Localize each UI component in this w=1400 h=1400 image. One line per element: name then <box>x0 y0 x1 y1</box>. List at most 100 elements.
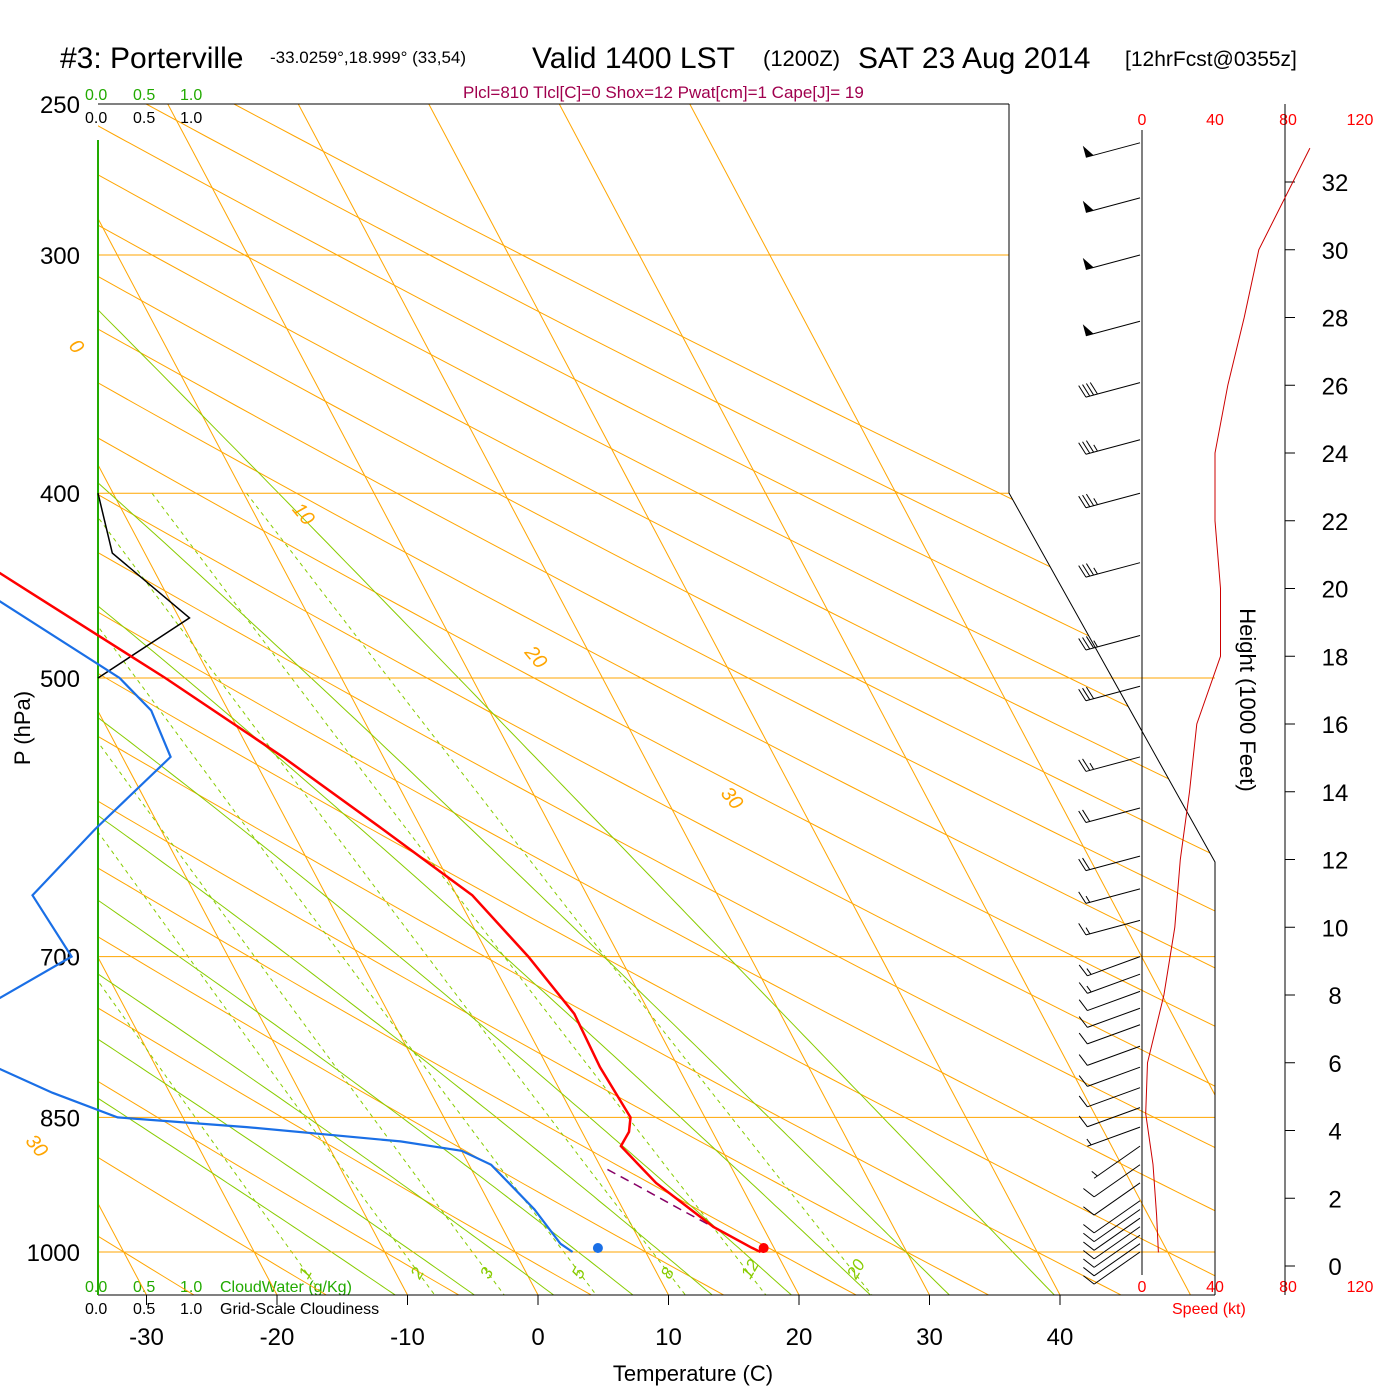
wind-barb-full <box>1082 494 1091 507</box>
mixing-ratio-line <box>246 492 883 1295</box>
wind-barb <box>1078 1045 1141 1066</box>
wind-column <box>1078 142 1311 1285</box>
dry-adiabat-line <box>98 104 1215 1295</box>
wind-barb-half <box>1093 444 1098 452</box>
wind-barb-shaft <box>1085 756 1141 772</box>
speed-tick-top: 40 <box>1206 112 1224 129</box>
background-lines <box>98 104 1215 1295</box>
moist-adiabat-line <box>98 104 885 1295</box>
pressure-tick-label: 300 <box>40 243 80 270</box>
wind-barb-full <box>1078 442 1087 455</box>
wind-barb-full <box>1078 810 1087 823</box>
wind-barb-shaft <box>1093 1182 1141 1216</box>
wind-barb-full <box>1078 1075 1088 1087</box>
bottom-cloudiness-scale: 0.0 0.5 1.0 Grid-Scale Cloudiness <box>85 1301 379 1318</box>
wind-barb <box>1082 197 1141 213</box>
wind-barb <box>1078 635 1141 651</box>
wind-barb-shaft <box>1087 1126 1141 1147</box>
wind-barb-pennant <box>1082 145 1094 158</box>
pressure-tick-label: 250 <box>40 92 80 119</box>
height-tick-label: 14 <box>1322 780 1349 807</box>
wind-barb-full <box>1083 1188 1095 1198</box>
mixing-ratio-label: 3 <box>476 1264 497 1282</box>
wind-barb-shaft <box>1085 254 1141 270</box>
wind-barb-shaft <box>1087 973 1141 994</box>
dry-adiabat-line <box>98 104 1014 1295</box>
moist-adiabat-line <box>98 104 572 1295</box>
wind-barb <box>1078 1087 1141 1108</box>
wind-barb <box>1078 1007 1141 1028</box>
wind-barb-full <box>1083 1241 1095 1251</box>
wind-barb-full <box>1089 382 1098 395</box>
wind-barb-full <box>1082 809 1091 822</box>
wind-barb-half <box>1089 762 1095 770</box>
temp-tick-label: 40 <box>1047 1324 1074 1351</box>
wind-barb-full <box>1085 493 1095 506</box>
wind-barb-shaft <box>1087 990 1141 1012</box>
wind-barb-full <box>1078 1016 1088 1028</box>
pressure-tick-label: 700 <box>40 945 80 972</box>
valid-time: Valid 1400 LST <box>532 42 735 75</box>
wind-barb-half <box>1093 567 1098 575</box>
wind-barb <box>1083 1164 1141 1198</box>
wind-barb <box>1083 1217 1141 1251</box>
top-cloudwater-scale: 0.0 0.5 1.0 <box>85 87 202 104</box>
utc-time: (1200Z) <box>763 46 840 71</box>
temp-tick-label: 30 <box>916 1324 943 1351</box>
wind-barb-shaft <box>1087 1107 1141 1128</box>
wind-barb-shaft <box>1093 1217 1141 1251</box>
wind-barb-pennant <box>1082 200 1094 213</box>
bottom-cloudwater-scale: 0.0 0.5 1.0 CloudWater (g/Kg) <box>85 1279 352 1296</box>
dry-adiabat-line <box>98 104 1215 1295</box>
temp-tick-label: -10 <box>390 1324 425 1351</box>
mixing-ratio-label: 12 <box>737 1256 763 1282</box>
cloudwater-label: CloudWater (g/Kg) <box>220 1279 352 1296</box>
wind-barb <box>1078 562 1141 578</box>
wind-barb-half <box>1086 1138 1092 1146</box>
wind-barb <box>1083 1200 1141 1234</box>
wind-barb-full <box>1082 384 1091 397</box>
wind-barb-shaft <box>1093 1145 1141 1179</box>
wind-barb-full <box>1082 857 1091 870</box>
top-cloudiness-tick: 0.0 <box>85 110 107 127</box>
wind-barb-shaft <box>1085 492 1141 509</box>
height-tick-label: 28 <box>1322 306 1349 333</box>
top-cloudiness-tick: 0.5 <box>133 110 155 127</box>
wind-barb-shaft <box>1093 1251 1141 1285</box>
wind-barb <box>1078 756 1141 772</box>
wind-barb-full <box>1085 563 1095 576</box>
height-tick-label: 2 <box>1328 1186 1341 1213</box>
frame-right <box>1008 104 1216 1295</box>
bottom-cloudiness-tick: 0.5 <box>133 1301 155 1318</box>
wind-barb <box>1083 1209 1141 1243</box>
temp-tick-label: 10 <box>655 1324 682 1351</box>
dry-adiabat-line <box>98 104 1215 1295</box>
top-cloudwater-tick: 0.5 <box>133 87 155 104</box>
speed-axis-label: Speed (kt) <box>1172 1301 1246 1318</box>
isotherm-line <box>167 104 800 1295</box>
height-axis-title: Height (1000 Feet) <box>1235 608 1260 791</box>
top-cloudwater-tick: 1.0 <box>180 87 202 104</box>
height-tick-label: 10 <box>1322 915 1349 942</box>
moist-adiabat-line <box>98 104 493 1295</box>
cloudiness-label: Grid-Scale Cloudiness <box>220 1301 379 1318</box>
speed-axis-top: 0 40 80 120 <box>1138 112 1374 129</box>
wind-barb-full <box>1083 1275 1095 1285</box>
wind-barb-full <box>1078 565 1087 578</box>
mixing-ratio-line <box>98 492 607 1295</box>
temp-tick-label: -20 <box>260 1324 295 1351</box>
dry-adiabat-line <box>98 104 1215 1295</box>
wind-barb-full <box>1078 638 1087 651</box>
height-tick-label: 32 <box>1322 170 1349 197</box>
wind-barb-shaft <box>1087 1087 1141 1108</box>
wind-barb-shaft <box>1085 382 1141 398</box>
wind-barb-shaft <box>1085 919 1141 936</box>
wind-barb-full <box>1078 759 1087 772</box>
dry-adiabat-line <box>98 104 1215 1295</box>
wind-barb <box>1078 956 1141 977</box>
wind-barb <box>1083 1182 1141 1216</box>
wind-barb-full <box>1083 1224 1095 1234</box>
mixing-ratio-line <box>98 492 333 1295</box>
dry-adiabat-line <box>170 104 1215 1295</box>
